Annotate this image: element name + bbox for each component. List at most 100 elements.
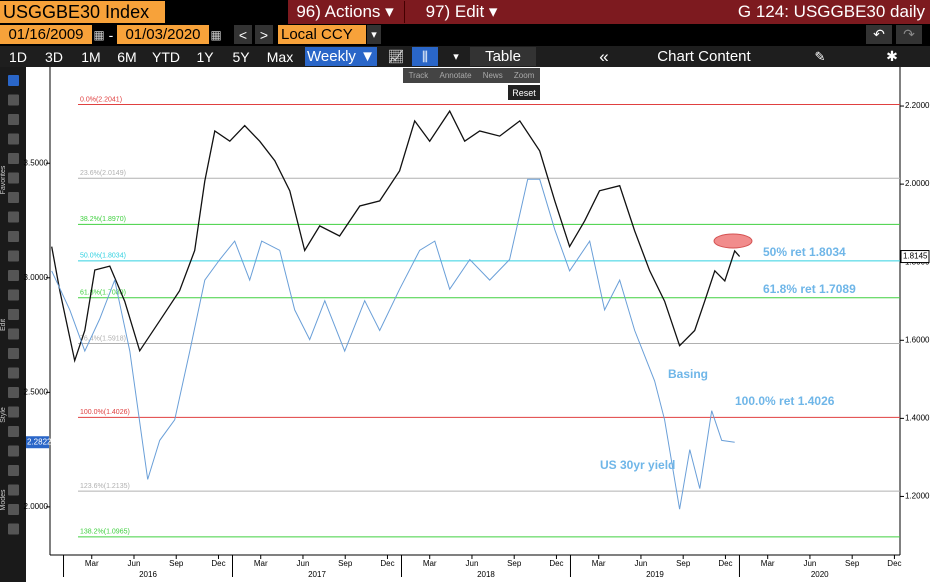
x-tick-label: Dec: [718, 559, 732, 568]
last-value-box: [26, 436, 49, 449]
fib-label: 123.6%(1.2135): [80, 483, 130, 490]
y2-tick-label: 1.2000: [905, 492, 930, 501]
edit-icon[interactable]: ✎: [814, 48, 826, 64]
y2-tick-label: 2.2000: [905, 101, 930, 110]
fib-label: 0.0%(2.2041): [80, 96, 122, 103]
year-label: 2020: [811, 570, 829, 579]
x-tick-label: Jun: [634, 559, 647, 568]
calendar-icon[interactable]: ▦: [93, 27, 105, 42]
undo[interactable]: ↶: [866, 25, 892, 44]
x-tick-label: Sep: [169, 559, 184, 568]
chart-content[interactable]: Chart Content: [657, 48, 751, 65]
tool-icon: [8, 348, 19, 359]
tool-icon: [8, 387, 19, 398]
tool-icon: [8, 211, 19, 223]
table-button[interactable]: Table: [470, 47, 536, 66]
annotation: Basing: [668, 367, 708, 381]
fib-label: 138.2%(1.0965): [80, 529, 130, 536]
tool-icon: [8, 406, 19, 418]
period-button[interactable]: Max: [266, 48, 294, 65]
toolbar: [0, 46, 930, 67]
reset-button[interactable]: Reset: [508, 85, 540, 100]
tool-icon: [8, 250, 19, 262]
sidebar-label: Favorites: [0, 165, 7, 194]
period-button[interactable]: 5Y: [232, 48, 250, 65]
actions-menu[interactable]: 96) Actions ▾: [296, 2, 394, 21]
x-tick-label: Dec: [549, 559, 563, 568]
x-tick-label: Mar: [761, 559, 775, 568]
frequency[interactable]: Weekly ▼: [305, 47, 377, 66]
mini-toolbar: Track Annotate News Zoom: [403, 68, 540, 83]
chart: Favorites Edit Style Modes 2.0000 2.5000 3.000…: [0, 67, 930, 582]
annotation: 61.8% ret 1.7089: [763, 282, 856, 296]
period-button[interactable]: 1D: [9, 48, 27, 65]
x-tick-label: Jun: [297, 559, 310, 568]
sidebar-label: Style: [0, 407, 7, 423]
title-bar: [288, 0, 930, 24]
x-tick-label: Dec: [380, 559, 394, 568]
redo[interactable]: ↷: [896, 25, 922, 44]
tool-icon: [8, 426, 19, 437]
period-button[interactable]: 1M: [81, 48, 101, 65]
year-label: 2017: [308, 570, 326, 579]
y-tick-label: 2.0000: [24, 502, 49, 511]
fib-label: 38.2%(1.8970): [80, 216, 126, 223]
y-tick-label: 3.5000: [24, 158, 49, 167]
tool-icon: [8, 75, 19, 86]
x-tick-label: Mar: [423, 559, 437, 568]
sidebar-label: Modes: [0, 489, 7, 511]
end-date[interactable]: 01/03/2020: [117, 25, 209, 44]
mini-tool[interactable]: Annotate: [439, 71, 472, 80]
mini-tool[interactable]: Zoom: [513, 71, 535, 80]
x-tick-label: Sep: [845, 559, 860, 568]
x-tick-label: Jun: [466, 559, 479, 568]
x-tick-label: Dec: [887, 559, 901, 568]
series-line: [51, 178, 735, 510]
next-button[interactable]: >: [255, 25, 273, 44]
chart-type-icon[interactable]: 📈︎: [387, 48, 405, 64]
fib-label: 61.8%(1.7089): [80, 290, 126, 297]
x-tick-label: Mar: [592, 559, 606, 568]
y-tick-label: 2.5000: [24, 387, 49, 396]
x-tick-label: Mar: [254, 559, 268, 568]
year-label: 2016: [139, 570, 157, 579]
tool-icon: [8, 114, 19, 125]
x-tick-label: Sep: [507, 559, 522, 568]
settings-icon[interactable]: ✱: [886, 48, 898, 64]
period-button[interactable]: 3D: [45, 48, 63, 65]
tool-icon: [8, 328, 19, 340]
mini-tool[interactable]: News: [482, 71, 503, 80]
period-button[interactable]: 6M: [117, 48, 137, 65]
sidebar: [0, 67, 26, 582]
y2-tick-label: 1.4000: [905, 413, 930, 422]
year-label: 2018: [477, 570, 495, 579]
y2-tick-label: 2.0000: [905, 179, 930, 188]
plot-background: [26, 67, 930, 582]
tool-icon: [8, 153, 19, 164]
tool-icon: [8, 133, 19, 145]
prev-button[interactable]: <: [234, 25, 252, 44]
currency[interactable]: Local CCY: [278, 25, 366, 44]
y2-tick-label: 1.6000: [905, 335, 930, 344]
ticker[interactable]: USGGBE30 Index: [0, 1, 165, 23]
x-tick-label: Jun: [128, 559, 141, 568]
period-button[interactable]: 1Y: [196, 48, 214, 65]
more-dropdown[interactable]: ▾: [453, 51, 459, 63]
currency-dropdown[interactable]: ▾: [367, 25, 381, 44]
collapse-button[interactable]: «: [599, 46, 609, 66]
last-value-label: 2.2822: [27, 437, 52, 446]
calendar-icon[interactable]: ▦: [210, 27, 222, 42]
x-tick-label: Mar: [85, 559, 99, 568]
tool-icon: [8, 445, 19, 457]
bar-type-icon[interactable]: ⫼: [412, 47, 438, 66]
tool-icon: [8, 367, 19, 379]
tool-icon: [8, 484, 19, 496]
year-label: 2019: [646, 570, 664, 579]
start-date[interactable]: 01/16/2009: [0, 25, 92, 44]
tool-icon: [8, 172, 19, 184]
mini-tool[interactable]: Track: [408, 71, 429, 80]
edit-menu[interactable]: 97) Edit ▾: [404, 1, 518, 23]
last-value-box: [900, 250, 930, 264]
period-button[interactable]: YTD: [152, 48, 180, 65]
